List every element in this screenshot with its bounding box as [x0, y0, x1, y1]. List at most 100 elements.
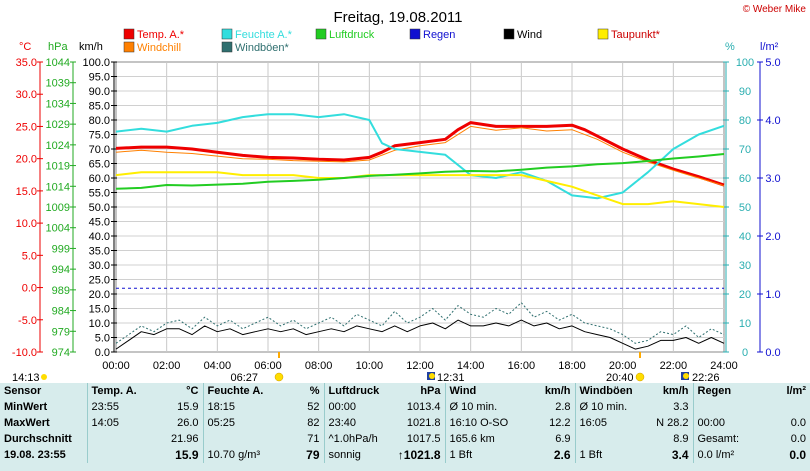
wind-tick-label: 45.0 [89, 217, 110, 229]
stats-row-label: MinWert [4, 400, 48, 413]
wind-tick-label: 35.0 [89, 246, 110, 258]
series-line [115, 153, 725, 190]
temp-unit-label: °C [19, 41, 31, 53]
temp-tick-label: 30.0 [16, 89, 37, 101]
humidity-tick-label: 90 [739, 86, 751, 98]
legend-swatch [123, 28, 135, 40]
sun-icon [635, 372, 645, 382]
wind-tick-label: 5.0 [95, 333, 110, 345]
stats-cell: Luftdruck [323, 383, 388, 399]
stats-cell: 1013.4 [406, 400, 441, 413]
legend-label: Temp. A.* [137, 29, 185, 41]
wind-tick-label: 30.0 [89, 260, 110, 272]
stats-row: MaxWert 14:05 26.0 05:25 82 23:40 1021.8 16:10 … [0, 415, 810, 431]
x-tick-label: 02:00 [153, 360, 181, 372]
statistics-table: Sensor Temp. A. °C Feuchte A.% Luftdruck hPa W… [0, 383, 810, 463]
axis-ticks: 00:00 02:00 04:00 06:00 08:00 10:00 12:00 14:00… [12, 57, 781, 372]
stats-cell: °C [186, 384, 199, 397]
stats-cell: 8.9 [673, 432, 689, 445]
stats-cell: Regen [692, 383, 755, 399]
humidity-tick-label: 30 [739, 260, 751, 272]
wind-tick-label: 50.0 [89, 202, 110, 214]
stats-cell: 52 [307, 400, 320, 413]
stats-cell: 2.8 [555, 400, 571, 413]
legend-swatch [315, 28, 327, 40]
moon-icon-crescent [429, 373, 435, 379]
x-tick-label: 18:00 [558, 360, 586, 372]
rain-tick-label: 1.0 [765, 289, 780, 301]
stats-cell: hPa [420, 384, 441, 397]
pressure-tick-label: 974 [52, 347, 70, 359]
wind-tick-label: 40.0 [89, 231, 110, 243]
x-tick-label: 20:00 [609, 360, 637, 372]
pressure-tick-label: 1029 [46, 119, 70, 131]
temp-tick-label: 20.0 [16, 154, 37, 166]
wind-tick-label: 60.0 [89, 173, 110, 185]
wind-tick-label: 75.0 [89, 130, 110, 142]
stats-cell: 15.9 [177, 400, 199, 413]
pressure-unit-label: hPa [48, 41, 68, 53]
series-line [115, 121, 725, 187]
rain-tick-label: 5.0 [765, 57, 780, 69]
legend-swatch [221, 28, 233, 40]
sun-icon [41, 374, 47, 380]
wind-tick-label: 10.0 [89, 318, 110, 330]
rain-tick-label: 0.0 [765, 347, 780, 359]
pressure-tick-label: 989 [52, 285, 70, 297]
x-tick-label: 24:00 [710, 360, 738, 372]
humidity-tick-label: 50 [739, 202, 751, 214]
stats-cell: 165.6 km [444, 431, 517, 447]
pressure-tick-label: 979 [52, 326, 70, 338]
stats-row-label: Durchschnitt [4, 432, 72, 445]
stats-cell: km/h [544, 384, 571, 397]
stats-cell: 21.96 [170, 432, 199, 445]
stats-row: MinWert 23:55 15.9 18:15 52 00:00 1013.4 Ø 10 m… [0, 399, 810, 415]
temp-tick-label: 5.0 [22, 250, 37, 262]
stats-cell: km/h [662, 384, 689, 397]
stats-cell: 3.4 [671, 447, 689, 462]
series-line [115, 319, 725, 350]
wind-tick-label: 25.0 [89, 275, 110, 287]
stats-cell [86, 431, 147, 447]
temp-tick-label: -5.0 [18, 315, 37, 327]
stats-cell: % [309, 384, 320, 397]
pressure-tick-label: 984 [52, 306, 70, 318]
pressure-tick-label: 1024 [46, 140, 70, 152]
humidity-tick-label: 20 [739, 289, 751, 301]
stats-cell: 26.0 [177, 416, 199, 429]
humidity-tick-label: 60 [739, 173, 751, 185]
stats-cell: 16:05 [574, 415, 639, 431]
temp-tick-label: 0.0 [22, 283, 37, 295]
axis-units: °C hPa km/h % l/m² [19, 41, 779, 53]
legend-swatch [597, 28, 609, 40]
x-tick-label: 08:00 [305, 360, 333, 372]
stats-cell: 1017.5 [406, 432, 441, 445]
x-tick-label: 10:00 [356, 360, 384, 372]
stats-cell: 15.9 [175, 447, 199, 462]
wind-tick-label: 20.0 [89, 289, 110, 301]
stats-cell: Wind [444, 383, 517, 399]
pressure-tick-label: 1039 [46, 78, 70, 90]
pressure-tick-label: 1044 [46, 57, 70, 69]
temp-tick-label: 15.0 [16, 186, 37, 198]
x-tick-label: 06:00 [254, 360, 282, 372]
stats-row-label: Sensor [4, 384, 42, 397]
humidity-tick-label: 80 [739, 115, 751, 127]
time-markers: 14:13 06:27 12:31 20:40 22:26 [12, 352, 720, 383]
stats-cell [574, 431, 639, 447]
temp-tick-label: 10.0 [16, 218, 37, 230]
stats-cell [86, 447, 147, 463]
stats-cell: 05:25 [202, 415, 283, 431]
x-tick-label: 12:00 [406, 360, 434, 372]
stats-cell: 2.6 [553, 447, 571, 462]
wind-tick-label: 0.0 [95, 347, 110, 359]
sun-icon [274, 372, 284, 382]
x-tick-label: 14:00 [457, 360, 485, 372]
stats-cell: 23:40 [323, 415, 388, 431]
pressure-tick-label: 1009 [46, 202, 70, 214]
legend-label: Regen [423, 29, 455, 41]
stats-cell: ↑1021.8 [397, 447, 441, 462]
stats-cell: 14:05 [86, 415, 147, 431]
pressure-tick-label: 1019 [46, 161, 70, 173]
series-line [115, 113, 725, 200]
